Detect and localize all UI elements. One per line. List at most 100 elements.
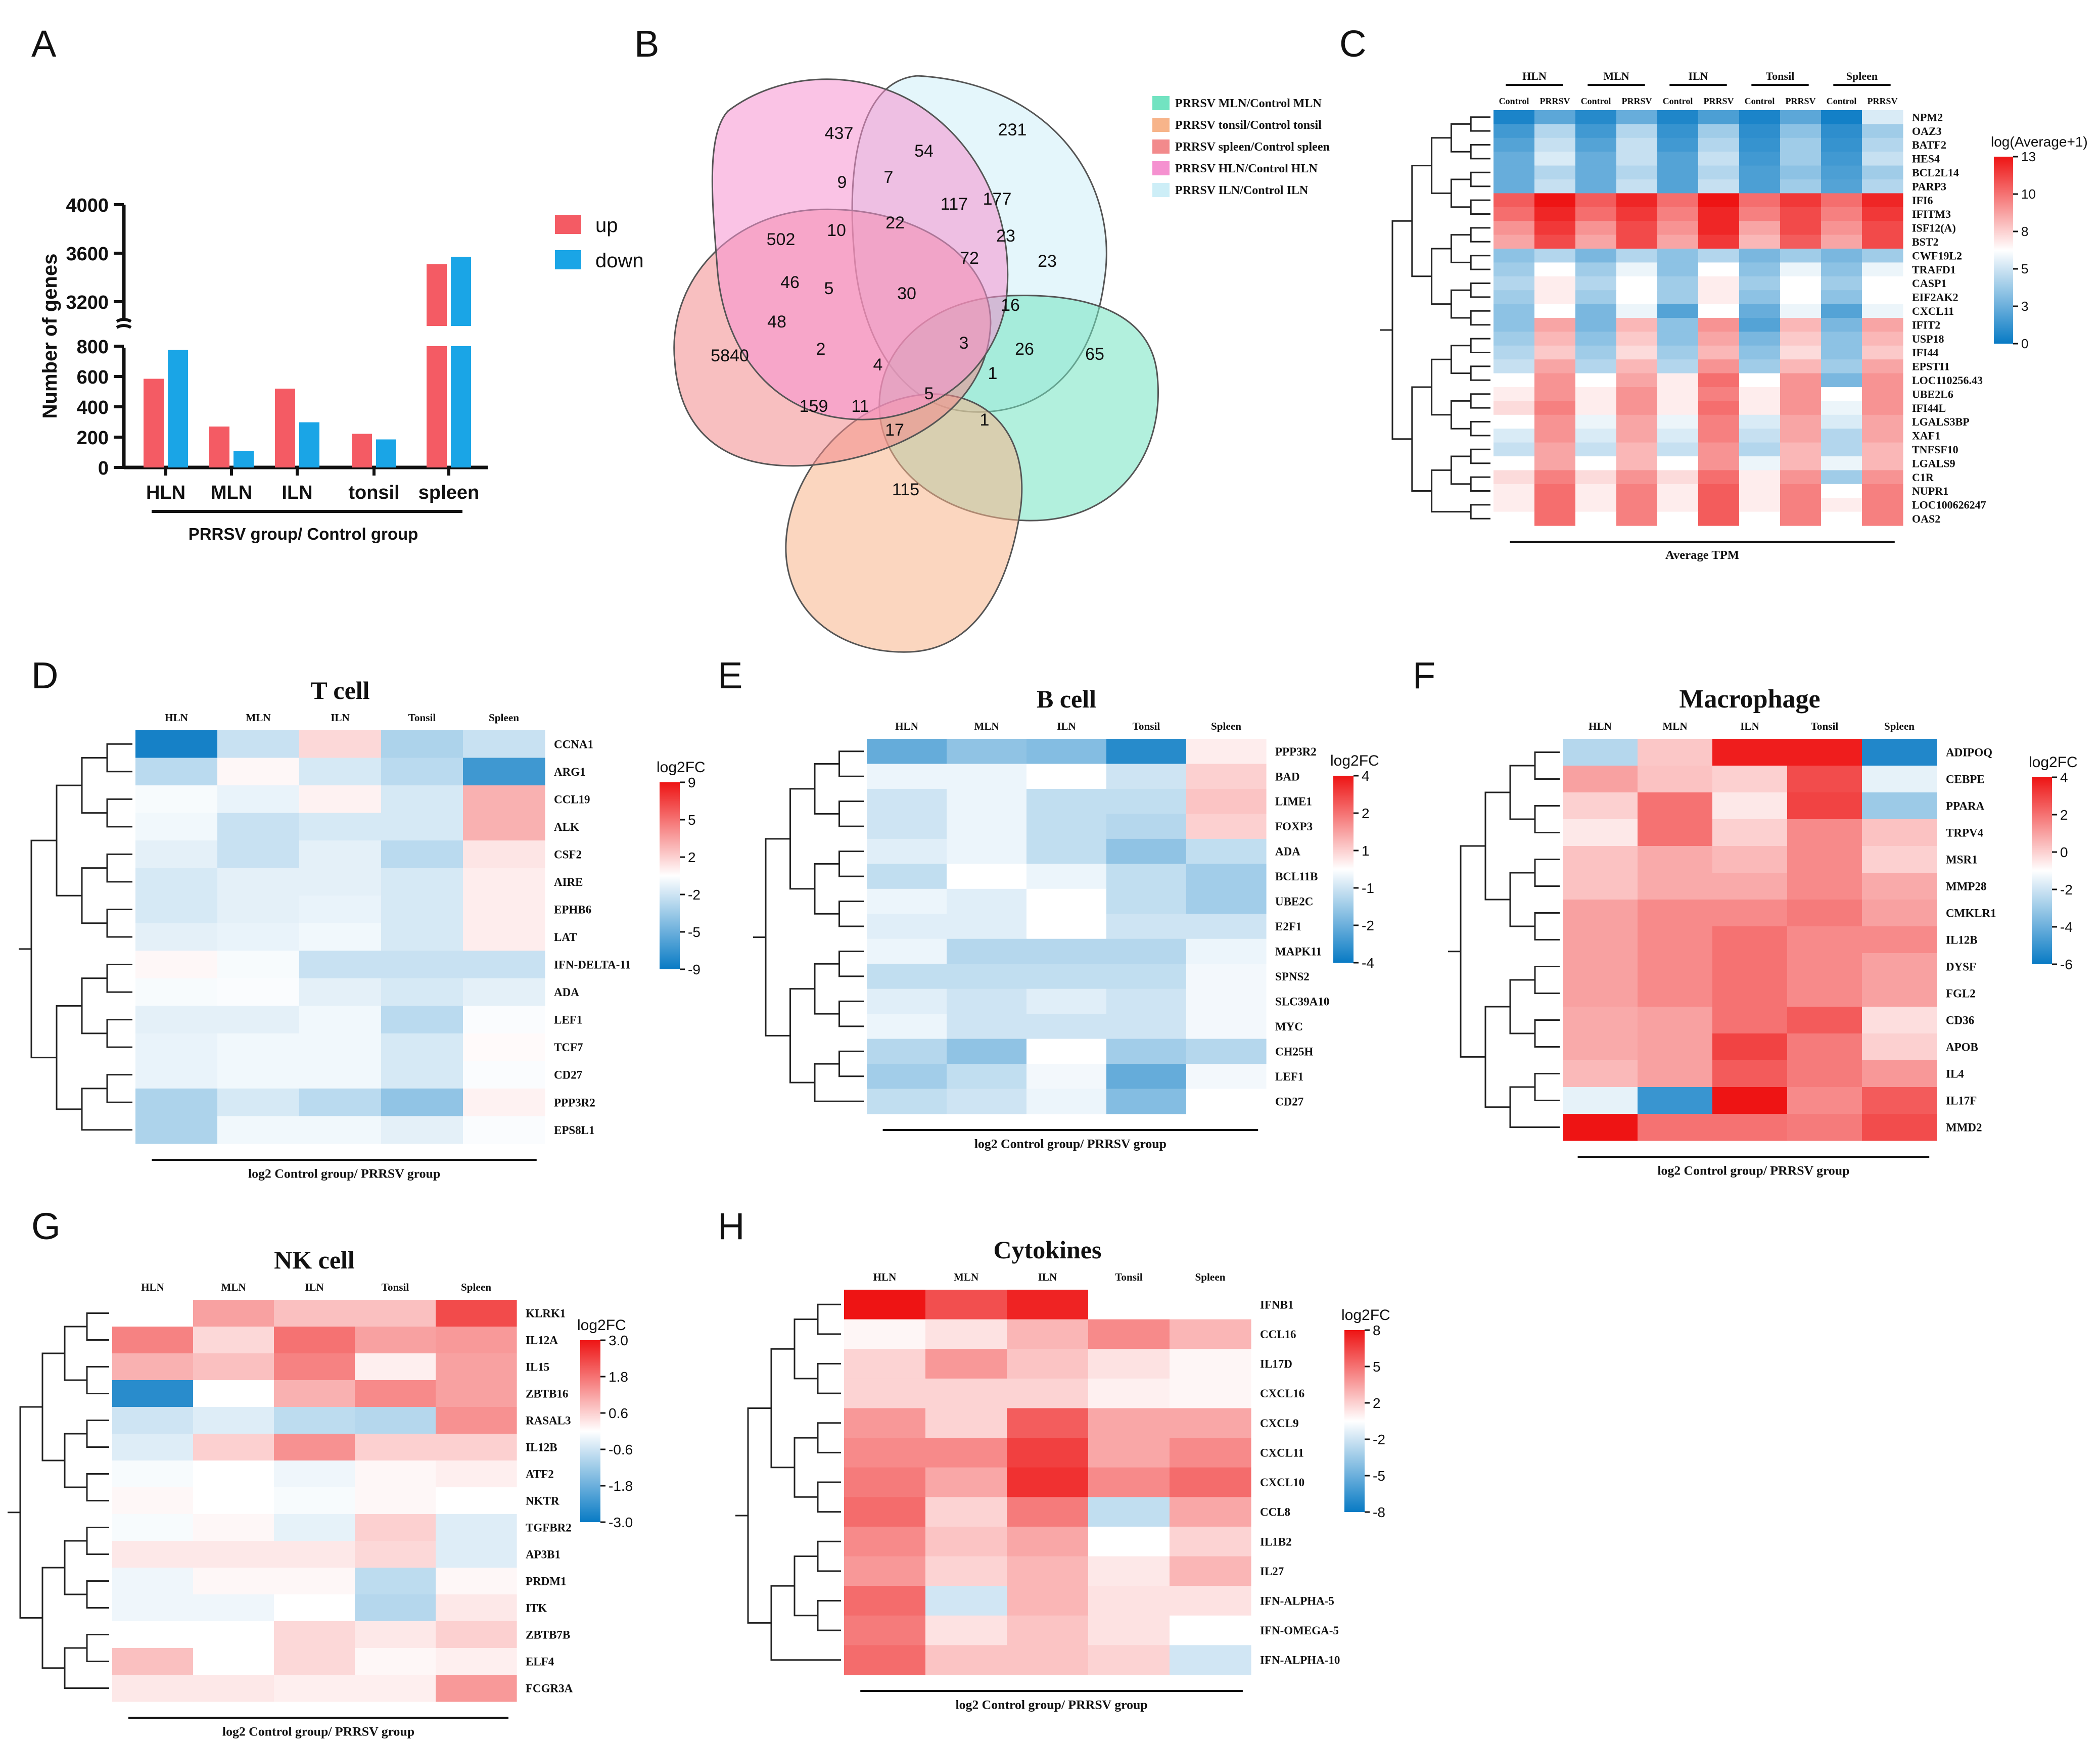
heatmap-cell-BCL11B-2	[1026, 864, 1107, 889]
heatmap-cell-XAF1-4	[1657, 429, 1699, 443]
column-label-MLN: MLN	[246, 712, 270, 724]
heatmap-cell-IFI6-9	[1862, 193, 1903, 208]
heatmap-cell-HES4-6	[1739, 152, 1781, 166]
colorbar	[1344, 1330, 1365, 1512]
heatmap-cell-CCNA1-2	[299, 730, 382, 759]
heatmap-cell-MYC-1	[947, 1014, 1027, 1040]
heatmap-cell-TRAFD1-0	[1494, 262, 1535, 277]
heatmap-cell-LOC110256.43-0	[1494, 373, 1535, 388]
heatmap-cell-MMP28-4	[1862, 873, 1937, 900]
heatmap-cell-USP18-8	[1821, 332, 1862, 346]
venn-count: 177	[983, 190, 1012, 209]
heatmap-cell-MMD2-3	[1787, 1114, 1862, 1141]
heatmap-cell-OAZ3-5	[1698, 124, 1740, 138]
dendrogram-branch	[1450, 289, 1471, 319]
axis-break-mark	[116, 324, 132, 329]
heatmap-cell-CEBPE-2	[1712, 766, 1788, 793]
heatmap-cell-IL4-1	[1638, 1060, 1713, 1088]
column-label-ILN: ILN	[1740, 720, 1759, 732]
colorbar-tick-label: -0.6	[609, 1442, 633, 1457]
heatmap-cell-EPSTI1-1	[1534, 359, 1576, 374]
row-label-CASP1: CASP1	[1912, 277, 1946, 290]
heatmap-cell-LIME1-4	[1186, 788, 1267, 814]
heatmap-cell-TRPV4-4	[1862, 819, 1937, 846]
row-label-TRAFD1: TRAFD1	[1912, 263, 1956, 276]
row-label-IFNB1: IFNB1	[1260, 1298, 1293, 1311]
colorbar-tick-label: 4	[1362, 768, 1370, 784]
heatmap-cell-CH25H-2	[1026, 1039, 1107, 1064]
heatmap-cell-SLC39A10-1	[947, 988, 1027, 1014]
heatmap-cell-OAZ3-3	[1616, 124, 1658, 138]
heatmap-cell-LEF1-1	[217, 1006, 300, 1034]
colorbar-title: log2FC	[1341, 1307, 1390, 1324]
dendrogram-branch	[838, 1050, 864, 1077]
heatmap-cell-TNFSF10-0	[1494, 442, 1535, 457]
heatmap-cell-TGFBR2-3	[355, 1514, 436, 1541]
heatmap-cell-TNFSF10-4	[1657, 442, 1699, 457]
row-label-CXCL9: CXCL9	[1260, 1417, 1299, 1430]
venn-set-5	[711, 78, 1009, 420]
heatmap-cell-TNFSF10-1	[1534, 442, 1576, 457]
row-label-XAF1: XAF1	[1912, 430, 1940, 442]
heatmap-cell-AIRE-1	[217, 868, 300, 896]
heatmap-cell-IL12B-2	[1712, 926, 1788, 954]
heatmap-cell-UBE2C-3	[1106, 888, 1187, 914]
heatmap-cell-SPNS2-3	[1106, 964, 1187, 989]
heatmap-cell-XAF1-3	[1616, 429, 1658, 443]
heatmap-cell-ITK-0	[112, 1594, 194, 1622]
heatmap-cell-CCL19-3	[381, 785, 463, 814]
column-sub-label: Control	[1499, 96, 1529, 106]
dendrogram-branch	[838, 750, 864, 777]
dendrogram-branch	[56, 784, 82, 897]
heatmap-cell-PRDM1-0	[112, 1568, 194, 1595]
heatmap-cell-EPHB6-1	[217, 895, 300, 924]
heatmap-cell-IL4-4	[1862, 1060, 1937, 1088]
row-label-PPP3R2: PPP3R2	[554, 1096, 595, 1109]
venn-count: 65	[1085, 345, 1104, 364]
venn-count: 1	[980, 410, 990, 430]
heatmap-cell-ELF4-1	[193, 1648, 274, 1675]
dendrogram-branch	[1470, 393, 1490, 409]
heatmap-cell-ADA-3	[381, 978, 463, 1006]
heatmap-cell-LEF1-2	[299, 1006, 382, 1034]
heatmap-cell-BCL2L14-1	[1534, 165, 1576, 180]
row-label-TRPV4: TRPV4	[1946, 827, 1984, 839]
panel-label-B: B	[634, 23, 659, 65]
heatmap-cell-MAPK11-3	[1106, 938, 1187, 964]
heatmap-cell-PPP3R2-1	[947, 739, 1027, 765]
colorbar-tick-label: -2	[1373, 1432, 1385, 1447]
row-label-BCL2L14: BCL2L14	[1912, 166, 1959, 179]
legend-swatch-3	[1152, 161, 1170, 175]
heatmap-cell-MYC-4	[1186, 1014, 1267, 1040]
heatmap-cell-C1R-6	[1739, 470, 1781, 485]
row-label-LOC100626247: LOC100626247	[1912, 499, 1986, 511]
row-label-LGALS3BP: LGALS3BP	[1912, 415, 1970, 428]
heatmap-cell-CXCL16-0	[844, 1378, 926, 1409]
heatmap-cell-ELF4-0	[112, 1648, 194, 1675]
dendrogram-branch	[1470, 365, 1490, 381]
heatmap-cell-IFI44-4	[1657, 345, 1699, 360]
row-label-AIRE: AIRE	[554, 876, 583, 888]
dendrogram-branch	[106, 964, 132, 993]
heatmap-cell-ZBTB16-4	[436, 1380, 517, 1407]
heatmap-cell-IFN-OMEGA-5-3	[1088, 1615, 1170, 1645]
heatmap-cell-CMKLR1-3	[1787, 900, 1862, 927]
heatmap-cell-CCL8-1	[925, 1497, 1007, 1527]
heatmap-cell-CEBPE-4	[1862, 766, 1937, 793]
colorbar-title: log2FC	[2029, 754, 2078, 771]
heatmap-cell-LIME1-2	[1026, 788, 1107, 814]
column-label-ILN: ILN	[1057, 720, 1076, 732]
dendrogram-branch	[86, 1580, 109, 1609]
dendrogram-branch	[19, 1406, 42, 1619]
venn-count: 16	[1001, 296, 1020, 315]
colorbar-title: log2FC	[577, 1317, 626, 1334]
heatmap-cell-ISF12(A)-4	[1657, 221, 1699, 235]
heatmap-cell-ISF12(A)-1	[1534, 221, 1576, 235]
heatmap-cell-EIF2AK2-5	[1698, 290, 1740, 305]
heatmap-cell-IFNB1-4	[1170, 1290, 1251, 1320]
heatmap-cell-NUPR1-7	[1780, 484, 1822, 498]
dendrogram-branch	[1470, 338, 1490, 353]
heatmap-cell-NPM2-5	[1698, 110, 1740, 124]
heatmap-cell-TRAFD1-2	[1575, 262, 1617, 277]
legend-swatch-1	[1152, 118, 1170, 132]
